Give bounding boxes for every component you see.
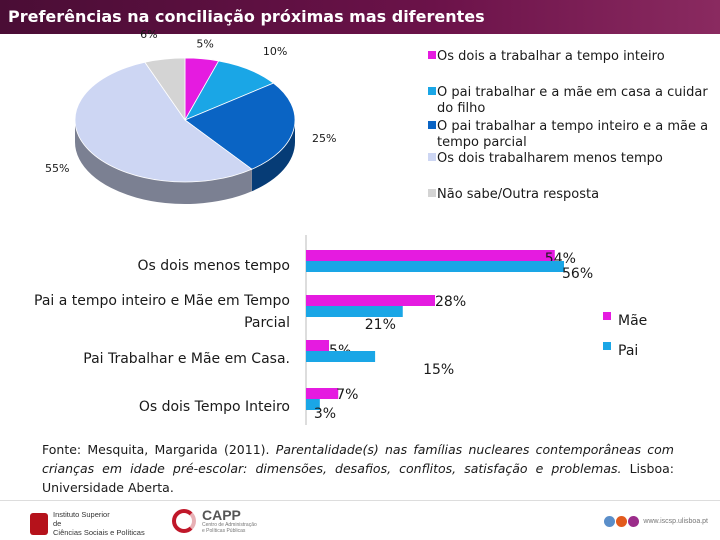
bar-mae (306, 250, 555, 261)
bar-category-label: Pai Trabalhar e Mãe em Casa. (83, 351, 290, 367)
pie-legend-label: Não sabe/Outra resposta (437, 187, 599, 202)
pie-slice-side (75, 120, 252, 204)
capp-logo: CAPP Centro de Administração e Políticas… (172, 508, 257, 534)
pie-legend: Os dois a trabalhar a tempo inteiro O pai… (428, 49, 708, 202)
footer: Instituto Superior de Ciências Sociais e… (0, 500, 720, 540)
bar-chart: Os dois menos tempo Pai a tempo inteiro e… (34, 235, 593, 425)
bar-category-label: Parcial (244, 315, 290, 331)
dot-icon (616, 516, 628, 527)
bar-legend: Mãe Pai (603, 312, 647, 359)
source-citation: Fonte: Mesquita, Margarida (2011). Paren… (42, 440, 674, 497)
pie-legend-swatch (428, 189, 436, 197)
bar-value-label: 3% (314, 406, 336, 422)
pie-legend-label: O pai trabalhar a tempo inteiro e a mãe … (437, 119, 708, 134)
pie-slice-label: 55% (45, 162, 69, 175)
pie-legend-swatch (428, 51, 436, 59)
source-suffix: Lisboa: Universidade Aberta. (42, 461, 674, 495)
dot-icon (628, 516, 640, 527)
capp-ring-icon (172, 509, 196, 533)
bar-value-label: 7% (336, 387, 358, 403)
capp-name: CAPP (202, 507, 241, 523)
capp-sub1: Centro de Administração (202, 522, 257, 528)
pie-legend-label: Os dois a trabalhar a tempo inteiro (437, 49, 665, 64)
bar-category-label: Os dois Tempo Inteiro (139, 399, 290, 415)
pie-legend-swatch (428, 87, 436, 95)
bar-legend-label: Pai (618, 343, 638, 359)
pie-chart: 5% 10% 25% 55% 6% (45, 28, 336, 204)
bar-value-label: 28% (435, 294, 466, 310)
bar-category-label: Pai a tempo inteiro e Mãe em Tempo (34, 293, 290, 309)
bar-value-label: 21% (365, 317, 396, 333)
pie-legend-label: tempo parcial (437, 135, 527, 150)
pie-legend-label: Os dois trabalharem menos tempo (437, 151, 663, 166)
iscsp-line3: Ciências Sociais e Políticas (53, 528, 145, 537)
iscsp-line1: Instituto Superior (53, 510, 110, 519)
bar-mae (306, 388, 339, 399)
capp-sub2: e Políticas Públicas (202, 528, 246, 534)
page-title: Preferências na conciliação próximas mas… (8, 7, 485, 26)
pie-legend-label: O pai trabalhar e a mãe em casa a cuidar (437, 85, 708, 100)
site-url[interactable]: www.iscsp.ulisboa.pt (643, 518, 708, 525)
pie-legend-swatch (428, 121, 436, 129)
pie-slice (144, 57, 186, 122)
bar-pai (306, 351, 376, 362)
site-logo: www.iscsp.ulisboa.pt (604, 516, 708, 527)
pie-legend-swatch (428, 153, 436, 161)
title-bar: Preferências na conciliação próximas mas… (0, 0, 720, 34)
iscsp-logo: Instituto Superior de Ciências Sociais e… (30, 510, 145, 537)
pie-slice-side (251, 120, 295, 192)
bar-pai (306, 306, 403, 317)
pie-slice (184, 82, 296, 170)
bar-mae (306, 340, 330, 351)
bar-category-label: Os dois menos tempo (138, 258, 290, 274)
pie-slice-label: 10% (263, 45, 287, 58)
bar-value-label: 15% (423, 362, 454, 378)
charts-canvas: 5% 10% 25% 55% 6% Os dois a trabalhar a temp… (34, 28, 708, 425)
bar-pai (306, 399, 320, 410)
pie-slice-label: 5% (196, 38, 213, 51)
bar-legend-swatch (603, 312, 611, 320)
bar-legend-label: Mãe (618, 313, 647, 329)
source-prefix: Fonte: Mesquita, Margarida (2011). (42, 442, 276, 457)
source-title: Parentalidade(s) nas famílias nucleares … (42, 442, 674, 476)
bar-pai (306, 261, 564, 272)
pie-slice-label: 6% (140, 28, 157, 41)
bar-mae (306, 295, 435, 306)
iscsp-emblem-icon (30, 512, 48, 535)
pie-slice (74, 61, 253, 183)
iscsp-line2: de (53, 519, 62, 528)
pie-legend-label: do filho (437, 101, 485, 116)
bar-legend-swatch (603, 342, 611, 350)
footer-divider (0, 500, 720, 501)
pie-slice-label: 25% (312, 132, 336, 145)
bar-value-label: 56% (562, 266, 593, 282)
dot-icon (604, 516, 616, 527)
